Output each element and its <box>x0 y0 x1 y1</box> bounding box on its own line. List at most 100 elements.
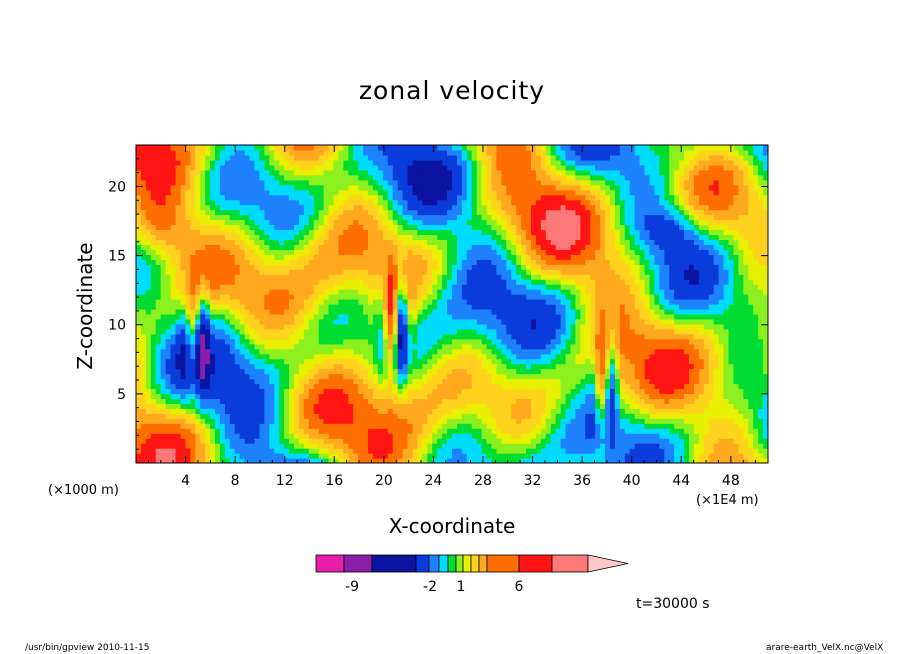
field-cell <box>224 348 231 355</box>
field-cell <box>190 259 196 265</box>
field-cell <box>274 443 280 449</box>
field-cell <box>417 149 423 156</box>
field-cell <box>239 308 246 315</box>
field-cell <box>170 279 177 285</box>
field-cell <box>229 204 236 211</box>
field-cell <box>318 294 325 300</box>
field-cell <box>244 154 251 161</box>
field-cell <box>274 388 280 395</box>
field-cell <box>456 169 463 176</box>
field-cell <box>279 199 285 206</box>
field-cell <box>353 403 359 409</box>
field-cell <box>382 284 389 290</box>
field-cell <box>338 259 344 265</box>
field-cell <box>229 199 236 206</box>
field-cell <box>417 209 423 216</box>
field-cell <box>145 333 152 340</box>
field-cell <box>180 378 186 385</box>
field-cell <box>373 224 379 231</box>
field-cell <box>491 284 498 290</box>
field-cell <box>215 313 221 320</box>
field-cell <box>353 458 359 463</box>
field-cell <box>392 363 399 370</box>
field-cell <box>155 423 162 429</box>
field-cell <box>219 323 226 330</box>
field-cell <box>343 378 349 385</box>
field-cell <box>516 318 522 325</box>
field-cell <box>150 244 157 250</box>
field-cell <box>491 413 498 419</box>
field-cell <box>387 333 394 340</box>
field-cell <box>511 378 517 385</box>
field-cell <box>427 304 433 310</box>
field-cell <box>338 159 344 166</box>
field-cell <box>190 433 196 439</box>
field-cell <box>323 398 330 404</box>
field-cell <box>190 443 196 449</box>
field-cell <box>254 304 261 310</box>
field-cell <box>373 313 379 320</box>
field-cell <box>368 259 374 265</box>
field-cell <box>412 338 419 345</box>
field-cell <box>373 209 379 216</box>
field-cell <box>269 443 275 449</box>
field-cell <box>511 383 517 390</box>
field-cell <box>452 194 458 201</box>
field-cell <box>289 328 295 335</box>
field-cell <box>279 174 285 181</box>
field-cell <box>165 229 172 236</box>
field-cell <box>175 348 182 355</box>
field-cell <box>170 294 177 300</box>
field-cell <box>205 229 211 236</box>
field-cell <box>506 428 512 434</box>
field-cell <box>387 428 394 434</box>
field-cell <box>313 448 320 454</box>
field-cell <box>343 328 349 335</box>
field-cell <box>279 428 285 434</box>
field-cell <box>496 264 502 270</box>
field-cell <box>333 274 340 280</box>
field-cell <box>150 174 157 181</box>
field-cell <box>417 313 423 320</box>
field-cell <box>234 413 241 419</box>
field-cell <box>210 179 216 186</box>
field-cell <box>165 284 172 290</box>
field-cell <box>476 244 483 250</box>
field-cell <box>229 383 236 390</box>
field-cell <box>377 458 384 463</box>
field-cell <box>215 284 221 290</box>
field-cell <box>279 333 285 340</box>
field-cell <box>308 145 315 151</box>
field-cell <box>402 209 409 216</box>
field-cell <box>328 189 335 196</box>
field-cell <box>422 448 428 454</box>
field-cell <box>516 264 522 270</box>
field-cell <box>511 209 517 216</box>
field-cell <box>224 199 231 206</box>
field-cell <box>496 269 502 275</box>
field-cell <box>234 333 241 340</box>
field-cell <box>318 254 325 260</box>
field-cell <box>392 229 399 236</box>
field-cell <box>363 209 369 216</box>
field-cell <box>215 323 221 330</box>
field-cell <box>136 274 142 280</box>
field-cell <box>442 323 448 330</box>
field-cell <box>328 289 335 295</box>
field-cell <box>461 428 468 434</box>
field-cell <box>491 279 498 285</box>
field-cell <box>249 179 256 186</box>
field-cell <box>432 174 438 181</box>
field-cell <box>269 408 275 414</box>
field-cell <box>318 274 325 280</box>
field-cell <box>377 393 384 400</box>
field-cell <box>466 308 473 315</box>
field-cell <box>160 159 167 166</box>
field-cell <box>219 433 226 439</box>
field-cell <box>264 145 270 151</box>
field-cell <box>313 204 320 211</box>
field-cell <box>481 363 488 370</box>
field-cell <box>387 184 394 191</box>
field-cell <box>422 194 428 201</box>
field-cell <box>402 318 409 325</box>
